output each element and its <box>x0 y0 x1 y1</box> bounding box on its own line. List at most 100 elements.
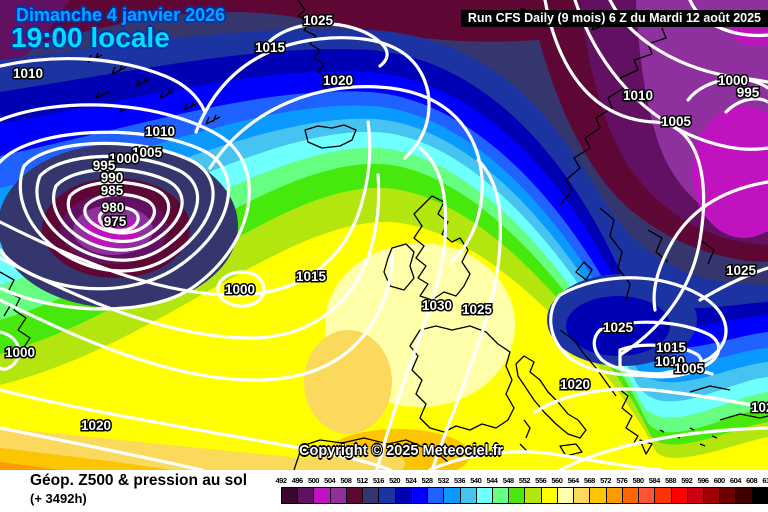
isobar-label: 1020 <box>323 73 353 88</box>
forecast-lead-time: (+ 3492h) <box>30 491 87 506</box>
isobar-label: 1005 <box>674 361 705 376</box>
isobar-label: 1010 <box>623 88 653 103</box>
isobar-label: 1005 <box>661 114 692 129</box>
isobar-label: 1010 <box>13 66 43 81</box>
map-date-label: Dimanche 4 janvier 2026 <box>16 5 226 25</box>
legend-cell <box>654 487 672 504</box>
legend-cell <box>443 487 461 504</box>
geopotential-pressure-chart: 1010101510251020101010051000995990985980… <box>0 0 768 470</box>
map-time-label: 19:00 locale <box>11 22 170 53</box>
legend-cell <box>540 487 558 504</box>
legend-tick-label: 608 <box>746 476 758 485</box>
legend-cell <box>329 487 347 504</box>
isobar-label: 1025 <box>726 263 757 278</box>
isobar-label: 1015 <box>296 269 327 284</box>
legend-cell <box>427 487 445 504</box>
legend-tick-label: 572 <box>600 476 612 485</box>
isobar-label: 1030 <box>422 298 452 313</box>
legend-tick-label: 552 <box>518 476 531 485</box>
isobar-label: 1010 <box>655 354 685 369</box>
legend-tick-label: 516 <box>372 476 385 485</box>
legend-cell <box>459 487 477 504</box>
legend-tick-label: 580 <box>632 476 645 485</box>
legend-cell <box>475 487 493 504</box>
isobar-contours <box>0 0 768 470</box>
legend-cell <box>345 487 364 504</box>
legend-cell <box>410 487 429 504</box>
isobar-label: 1000 <box>5 345 35 360</box>
legend-tick-label: 568 <box>583 476 596 485</box>
legend-cell <box>491 487 510 504</box>
legend-tick-label: 492 <box>275 476 287 485</box>
legend-cell <box>378 487 396 504</box>
isobar-label: 1015 <box>656 340 687 355</box>
isobar-label: 1000 <box>109 151 139 166</box>
copyright-watermark: Copyright © 2025 Meteociel.fr <box>299 443 504 459</box>
legend-cell <box>394 487 412 504</box>
legend-tick-label: 524 <box>405 476 417 485</box>
legend-cell <box>573 487 591 504</box>
legend-tick-label: 592 <box>681 476 693 485</box>
legend-tick-label: 508 <box>340 476 352 485</box>
isobar-label: 1020 <box>81 418 111 433</box>
legend-cell <box>605 487 623 504</box>
legend-cell <box>686 487 704 504</box>
model-run-info-bar: Run CFS Daily (9 mois) 6 Z du Mardi 12 a… <box>460 10 768 27</box>
legend-tick-label: 548 <box>502 476 515 485</box>
legend-cell <box>508 487 526 504</box>
isobar-label: 975 <box>104 214 127 229</box>
legend-cell <box>362 487 380 504</box>
legend-cell <box>702 487 721 504</box>
isobar-label: 1020 <box>560 377 590 392</box>
legend-tick-label: 612 <box>762 476 768 485</box>
legend-cell <box>621 487 640 504</box>
legend-tick-label: 528 <box>421 476 434 485</box>
map-parameter-title: Géop. Z500 & pression au sol <box>30 472 248 489</box>
legend-tick-label: 576 <box>616 476 628 485</box>
legend-tick-label: 588 <box>665 476 677 485</box>
weather-map[interactable]: 1010 1015 1025 1020 1010 1005 1000 995 990 985 980… <box>0 0 768 470</box>
isobar-label: 990 <box>101 170 124 185</box>
legend-tick-label: 496 <box>291 476 304 485</box>
legend-tick-label: 520 <box>389 476 401 485</box>
legend-tick-label: 584 <box>648 476 661 485</box>
legend-tick-label: 512 <box>356 476 369 485</box>
isobar-label: 1025 <box>462 302 493 317</box>
legend-tick-label: 500 <box>307 476 320 485</box>
legend-cell <box>556 487 575 504</box>
legend-tick-label: 560 <box>551 476 563 485</box>
legend-cell <box>735 487 753 504</box>
legend-tick-label: 544 <box>486 476 498 485</box>
isobar-label: 1000 <box>718 73 748 88</box>
legend-cell <box>719 487 737 504</box>
geopotential-color-field <box>0 0 768 470</box>
legend-cell <box>313 487 331 504</box>
legend-cell <box>670 487 688 504</box>
isobar-label: 1025 <box>303 13 334 28</box>
legend-tick-label: 596 <box>697 476 709 485</box>
isobar-label: 1020 <box>751 400 768 415</box>
legend-tick-label: 556 <box>535 476 547 485</box>
legend-cell <box>524 487 542 504</box>
legend-tick-label: 600 <box>713 476 726 485</box>
legend-cell <box>751 487 768 504</box>
isobar-label: 1025 <box>603 320 634 335</box>
isobar-label: 1015 <box>255 40 286 55</box>
isobar-label: 1010 <box>145 124 175 139</box>
isobar-labels: 1010101510251020101010051000995990985980… <box>3 12 768 435</box>
isobar-label: 985 <box>101 183 124 198</box>
legend-cell <box>638 487 656 504</box>
legend-cell <box>297 487 315 504</box>
geopotential-color-legend: 492 496 500 504 508 512 516 520 524 528 532 536 540 5… <box>0 470 768 512</box>
legend-tick-label: 532 <box>437 476 450 485</box>
isobar-label: 1000 <box>225 282 255 297</box>
isobar-label: 995 <box>737 85 760 100</box>
legend-cell <box>589 487 607 504</box>
legend-tick-label: 504 <box>324 476 336 485</box>
isobar-label: 1005 <box>132 145 163 160</box>
legend-tick-label: 604 <box>729 476 742 485</box>
isobar-label: 980 <box>102 200 125 215</box>
footer-panel: Géop. Z500 & pression au sol (+ 3492h) 4… <box>0 470 768 512</box>
legend-tick-label: 540 <box>470 476 482 485</box>
